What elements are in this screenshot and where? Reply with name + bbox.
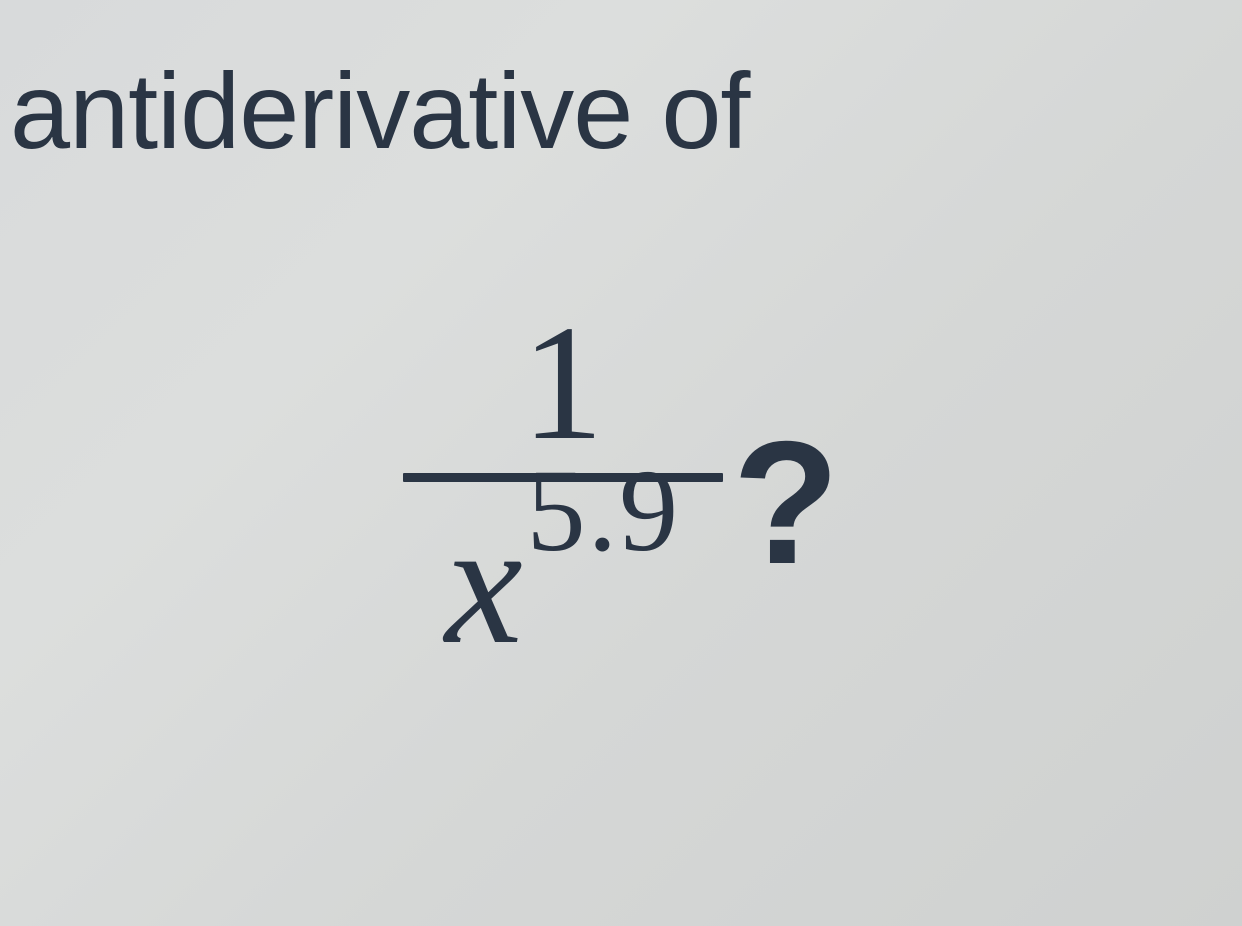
denominator-exponent: 5.9	[527, 452, 681, 570]
denominator-base: x	[445, 496, 527, 671]
expression-container: 1 x 5.9 ?	[0, 300, 1242, 671]
question-mark: ?	[733, 403, 840, 604]
expression-row: 1 x 5.9 ?	[403, 300, 840, 671]
fraction-denominator: x 5.9	[445, 482, 680, 671]
heading-text: antiderivative of	[10, 48, 749, 173]
fraction: 1 x 5.9	[403, 300, 723, 671]
